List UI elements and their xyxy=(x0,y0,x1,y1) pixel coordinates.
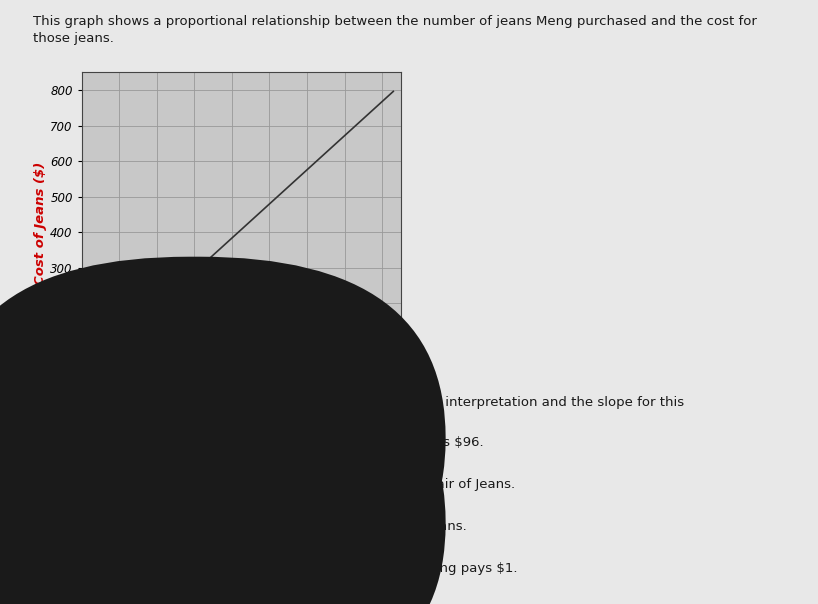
Text: The slope of the line is 96, so Meng pays $96 for each pair of Jeans.: The slope of the line is 96, so Meng pay… xyxy=(63,478,515,491)
Text: 1: 1 xyxy=(191,509,198,522)
Text: , so Meng pays $1 for 96 pairs of jeans.: , so Meng pays $1 for 96 pairs of jeans. xyxy=(204,520,467,533)
Text: This graph shows a proportional relationship between the number of jeans Meng pu: This graph shows a proportional relation… xyxy=(33,15,757,45)
Text: The slope of the line is: The slope of the line is xyxy=(63,435,218,449)
Text: 1: 1 xyxy=(191,425,198,438)
Text: The slope of the line is 96, so every 96 pairs of jeans Meng pays $1.: The slope of the line is 96, so every 96… xyxy=(63,562,518,576)
Text: The slope of the line is: The slope of the line is xyxy=(63,520,218,533)
X-axis label: Number of Jeans: Number of Jeans xyxy=(180,399,303,413)
Text: Which statement identifies the correct slope, and the correct interpretation and: Which statement identifies the correct s… xyxy=(33,396,684,426)
Y-axis label: Cost of Jeans ($): Cost of Jeans ($) xyxy=(34,162,47,285)
Text: 96: 96 xyxy=(187,443,202,456)
Text: , so for each pair of jeans Meng pays $96.: , so for each pair of jeans Meng pays $9… xyxy=(204,435,484,449)
Text: 96: 96 xyxy=(187,527,202,541)
